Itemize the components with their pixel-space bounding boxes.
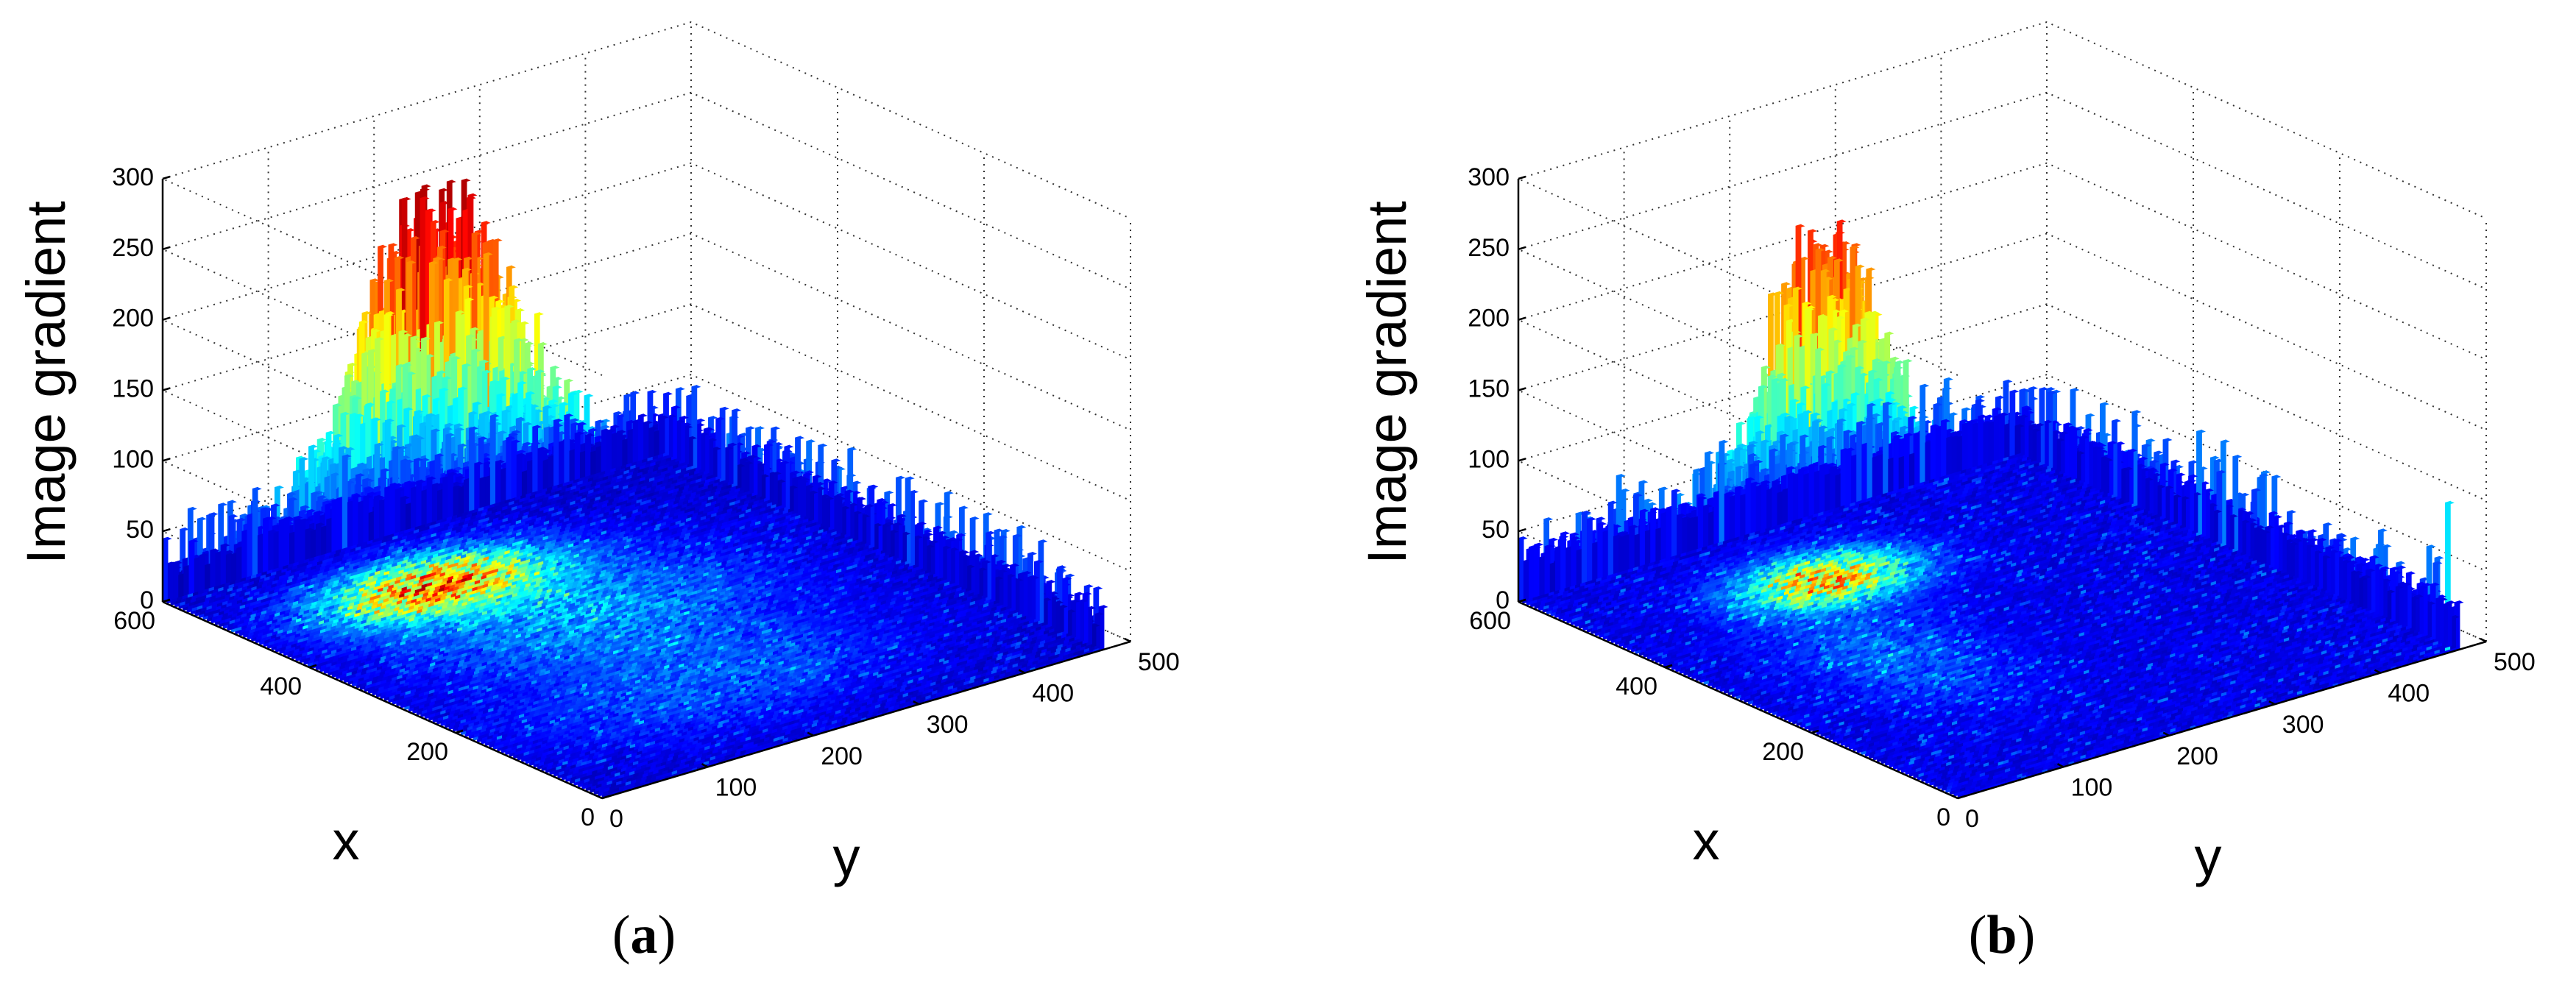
grid-line [162, 91, 1131, 290]
grid-line [162, 232, 1131, 431]
chart-panel-a: 0501001502002503000200400600010020030040… [15, 21, 1180, 965]
grid-line [162, 303, 1131, 502]
grid-line [162, 374, 1131, 572]
surface-a [162, 178, 1108, 799]
grid-line [162, 21, 1131, 219]
grid-line [162, 162, 1131, 361]
